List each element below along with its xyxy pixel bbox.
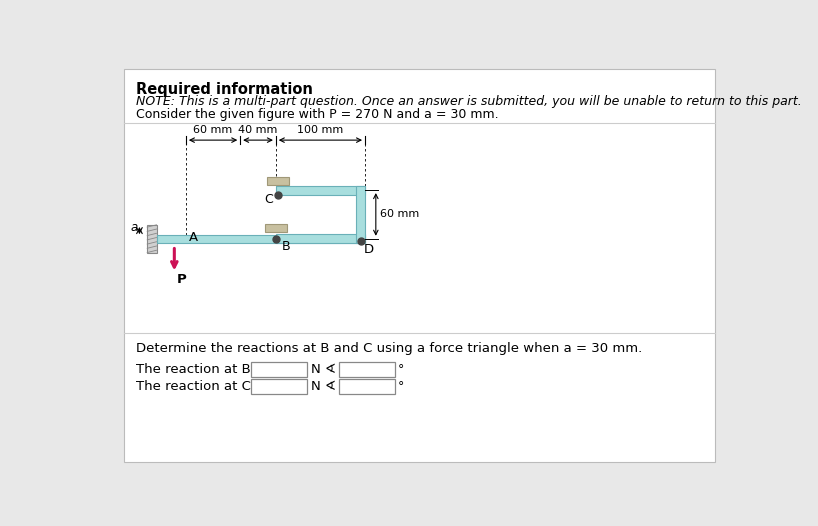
Text: A: A (189, 230, 198, 244)
Bar (251, 362, 307, 377)
Text: The reaction at C =: The reaction at C = (137, 380, 267, 393)
Text: P: P (177, 274, 187, 286)
Text: The reaction at B =: The reaction at B = (137, 363, 267, 376)
Bar (267, 177, 289, 185)
Text: C: C (264, 193, 273, 206)
Text: 60 mm: 60 mm (380, 209, 419, 219)
Text: D: D (364, 244, 375, 256)
Text: Required information: Required information (137, 82, 313, 97)
Text: 40 mm: 40 mm (238, 125, 278, 135)
Bar (251, 379, 307, 394)
Bar (156, 235, 365, 242)
Text: 100 mm: 100 mm (297, 125, 344, 135)
Bar (147, 225, 156, 252)
Text: NOTE: This is a multi-part question. Once an answer is submitted, you will be un: NOTE: This is a multi-part question. Onc… (137, 95, 802, 108)
Text: B: B (281, 240, 290, 253)
Text: N ∢: N ∢ (311, 363, 336, 376)
Text: Determine the reactions at B and C using a force triangle when a = 30 mm.: Determine the reactions at B and C using… (137, 342, 643, 355)
Text: Consider the given figure with P = 270 N and a = 30 mm.: Consider the given figure with P = 270 N… (137, 108, 499, 121)
Bar (265, 224, 286, 232)
Text: °: ° (398, 380, 404, 393)
Text: °: ° (398, 363, 404, 376)
Bar (339, 362, 395, 377)
Text: N ∢: N ∢ (311, 380, 336, 393)
Bar (276, 186, 365, 195)
Text: 60 mm: 60 mm (193, 125, 232, 135)
Bar (276, 234, 365, 242)
Text: a: a (130, 221, 137, 235)
Bar (357, 186, 365, 242)
Bar (339, 379, 395, 394)
